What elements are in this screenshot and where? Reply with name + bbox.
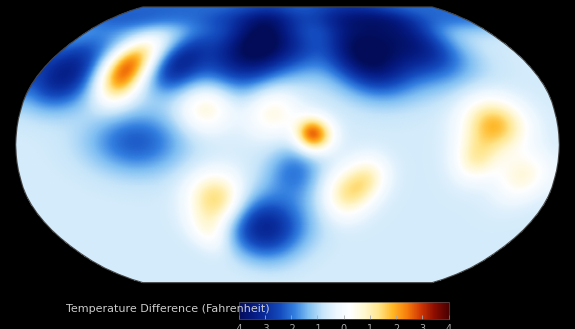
Text: Temperature Difference (Fahrenheit): Temperature Difference (Fahrenheit) — [66, 304, 270, 314]
